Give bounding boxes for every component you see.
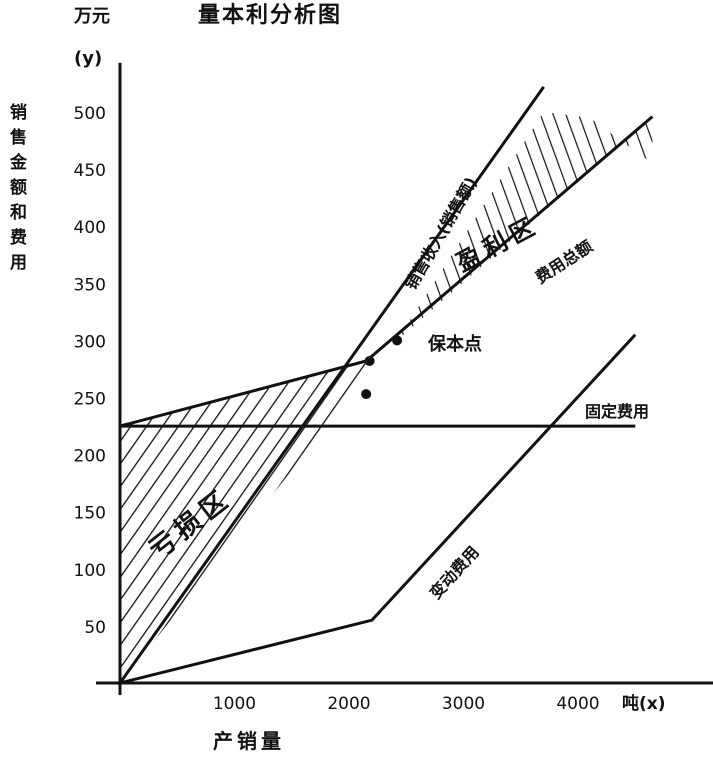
- y-tick-label: 400: [74, 218, 106, 238]
- chart-title: 量本利分析图: [198, 3, 342, 28]
- y-ticks: 50 100 150 200 250 300 350 400 450 500: [74, 104, 106, 638]
- y-tick-label: 450: [74, 161, 106, 181]
- marked-point: [361, 389, 372, 400]
- fixed-cost-label: 固定费用: [585, 402, 649, 421]
- total-cost-label: 费用总额: [532, 237, 596, 288]
- variable-cost-line: [119, 333, 637, 685]
- y-tick-label: 500: [74, 104, 106, 124]
- y-tick-label: 100: [74, 561, 106, 581]
- breakeven-label: 保本点: [427, 333, 482, 355]
- y-tick-label: 200: [74, 447, 106, 467]
- y-tick-label: 250: [74, 390, 106, 410]
- x-tick-label: 1000: [213, 694, 256, 714]
- point-marks: [361, 335, 403, 400]
- x-tick-label: 2000: [327, 694, 370, 714]
- y-tick-label: 300: [74, 332, 106, 352]
- breakeven-point: [392, 335, 403, 346]
- y-tick-label: 50: [84, 618, 106, 638]
- loss-region: [120, 340, 398, 683]
- x-ticks: 1000 2000 3000 4000: [213, 694, 600, 714]
- x-axis-title: 产销量: [213, 729, 285, 753]
- x-tick-label: 4000: [556, 694, 599, 714]
- y-tick-label: 350: [74, 275, 106, 295]
- x-unit-label: 吨(x): [622, 693, 666, 714]
- sales-revenue-line: [118, 86, 545, 684]
- marked-point: [364, 355, 375, 366]
- y-symbol-label: (y): [74, 48, 102, 69]
- y-axis-title: 销售金额和费用: [6, 102, 28, 278]
- x-tick-label: 3000: [442, 694, 485, 714]
- y-unit-label: 万元: [73, 6, 110, 27]
- y-tick-label: 150: [74, 504, 106, 524]
